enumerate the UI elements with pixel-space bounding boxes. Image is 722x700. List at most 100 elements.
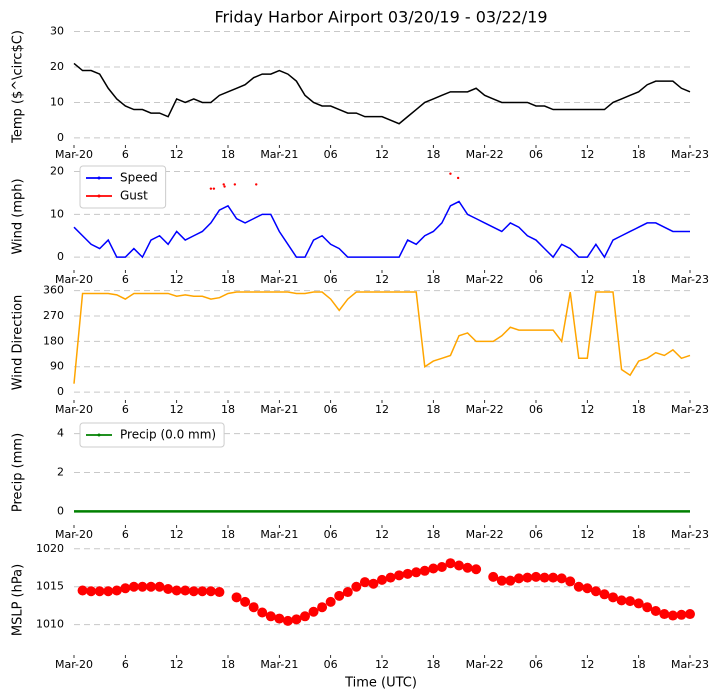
x-tick-label: 18 [632,148,646,161]
data-point [590,586,601,597]
y-axis-label: Precip (mm) [11,433,26,512]
data-point [255,183,258,186]
y-tick-label: 1010 [36,618,64,631]
data-point [462,562,473,573]
x-tick-label: Mar-22 [466,658,504,671]
x-tick-label: 18 [632,403,646,416]
x-tick-label: Mar-20 [55,273,93,286]
x-tick-label: 12 [375,658,389,671]
x-tick-label: 12 [580,658,594,671]
x-tick-label: Mar-21 [260,273,298,286]
y-tick-label: 20 [50,165,64,178]
x-tick-label: 12 [580,528,594,541]
data-point [394,570,405,581]
y-tick-label: 10 [50,95,64,108]
data-point [248,602,259,613]
x-tick-label: Mar-23 [671,658,709,671]
x-tick-label: 12 [170,148,184,161]
x-tick-label: 06 [529,273,543,286]
x-tick-label: 18 [221,528,235,541]
x-tick-label: Mar-21 [260,658,298,671]
data-point [111,585,122,596]
y-axis-label: Wind (mph) [11,178,26,254]
data-point [488,571,499,582]
legend [79,165,167,209]
y-axis-label: MSLP (hPa) [11,564,26,636]
data-point [209,187,213,190]
data-point [163,584,174,594]
data-point [257,607,268,618]
data-point [548,572,559,583]
y-tick-label: 1015 [36,580,64,593]
x-tick-label: 12 [170,273,184,286]
data-point [214,587,225,598]
y-tick-label: 30 [50,25,64,38]
x-tick-label: 12 [170,658,184,671]
x-tick-label: 12 [170,403,184,416]
data-point [608,592,618,603]
data-point [633,598,644,609]
y-tick-label: 0 [57,131,64,144]
data-point [667,610,678,621]
series-line [73,200,690,259]
x-tick-label: 18 [632,528,646,541]
data-point [377,574,387,585]
x-tick-label: Mar-22 [466,148,504,161]
data-point [685,609,695,620]
x-tick-label: Mar-20 [55,528,93,541]
data-point [359,577,370,588]
series-line [73,291,691,384]
data-point [368,578,379,589]
data-point [419,565,430,576]
data-point [556,573,567,584]
data-point [180,585,191,596]
data-point [650,606,661,616]
x-tick-label: Mar-22 [466,528,504,541]
y-tick-label: 180 [43,334,64,347]
data-point [233,183,237,186]
data-point [539,572,550,583]
x-tick-label: 18 [221,273,235,286]
data-point [334,590,345,601]
data-point [291,614,302,625]
data-point [94,586,105,597]
x-tick-label: 12 [375,403,389,416]
x-tick-label: Mar-20 [55,403,93,416]
data-point [308,606,319,617]
data-point [445,558,456,569]
x-tick-label: 18 [426,658,440,671]
x-tick-label: Mar-20 [55,658,93,671]
data-point [240,596,251,607]
data-point [86,586,97,597]
data-point [212,187,216,190]
data-point [317,602,328,613]
y-tick-label: 20 [50,60,64,73]
x-tick-label: 18 [221,148,235,161]
y-tick-label: 90 [50,360,64,373]
data-point [411,567,422,578]
legend [79,422,225,448]
data-point [531,571,541,582]
data-point [265,611,276,622]
legend-marker [97,433,101,437]
chart-title: Friday Harbor Airport 03/20/19 - 03/22/1… [214,8,547,27]
data-point [522,572,533,583]
data-point [351,581,362,592]
x-tick-label: 18 [632,273,646,286]
data-point [402,568,413,579]
data-point [496,575,507,586]
y-tick-label: 0 [57,385,64,398]
data-point [171,585,182,596]
y-axis-label: Wind Direction [11,295,26,391]
x-tick-label: Mar-22 [466,403,504,416]
y-tick-label: 360 [43,284,64,297]
x-tick-label: 6 [122,403,129,416]
y-axis-label: Temp ($^\circ$C) [11,30,26,144]
data-point [436,562,447,572]
x-tick-label: Mar-21 [260,148,298,161]
x-tick-label: 06 [324,273,338,286]
data-point [385,572,396,583]
x-tick-label: 18 [426,403,440,416]
x-tick-label: 06 [529,658,543,671]
